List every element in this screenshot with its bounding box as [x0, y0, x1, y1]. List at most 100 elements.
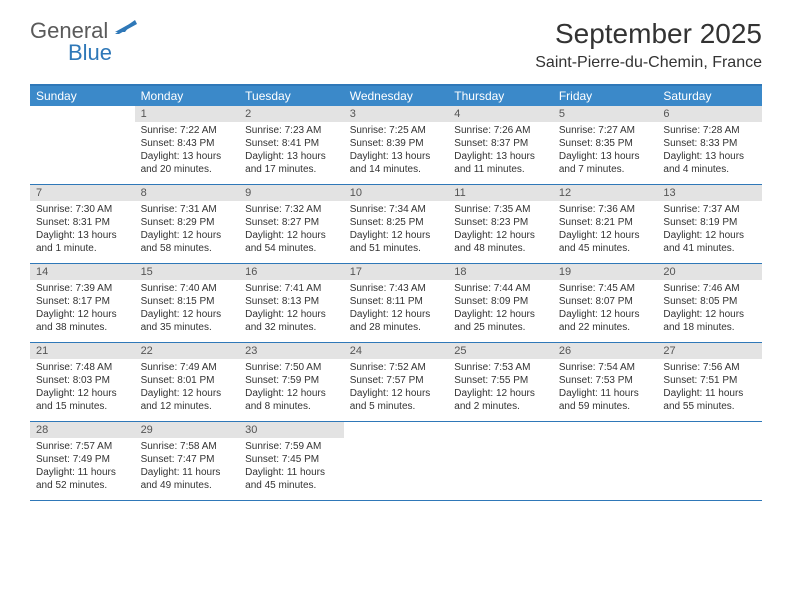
sunrise-text: Sunrise: 7:56 AM [663, 361, 756, 374]
day-cell: 17Sunrise: 7:43 AMSunset: 8:11 PMDayligh… [344, 264, 449, 342]
day-cell: 25Sunrise: 7:53 AMSunset: 7:55 PMDayligh… [448, 343, 553, 421]
sunrise-text: Sunrise: 7:43 AM [350, 282, 443, 295]
sunset-text: Sunset: 8:03 PM [36, 374, 129, 387]
day-cell [553, 422, 658, 500]
day-body: Sunrise: 7:43 AMSunset: 8:11 PMDaylight:… [344, 280, 449, 338]
sunrise-text: Sunrise: 7:39 AM [36, 282, 129, 295]
daylight-text: Daylight: 13 hours and 14 minutes. [350, 150, 443, 176]
day-cell: 5Sunrise: 7:27 AMSunset: 8:35 PMDaylight… [553, 106, 658, 184]
day-body: Sunrise: 7:28 AMSunset: 8:33 PMDaylight:… [657, 122, 762, 180]
sunrise-text: Sunrise: 7:30 AM [36, 203, 129, 216]
sunset-text: Sunset: 8:17 PM [36, 295, 129, 308]
day-cell: 10Sunrise: 7:34 AMSunset: 8:25 PMDayligh… [344, 185, 449, 263]
dow-cell: Thursday [448, 86, 553, 106]
sunrise-text: Sunrise: 7:41 AM [245, 282, 338, 295]
day-body: Sunrise: 7:45 AMSunset: 8:07 PMDaylight:… [553, 280, 658, 338]
sunset-text: Sunset: 8:19 PM [663, 216, 756, 229]
day-number: 5 [553, 106, 658, 122]
day-body: Sunrise: 7:44 AMSunset: 8:09 PMDaylight:… [448, 280, 553, 338]
day-number: 16 [239, 264, 344, 280]
sunset-text: Sunset: 7:47 PM [141, 453, 234, 466]
daylight-text: Daylight: 12 hours and 12 minutes. [141, 387, 234, 413]
day-number [553, 422, 658, 424]
sunset-text: Sunset: 8:05 PM [663, 295, 756, 308]
day-cell: 9Sunrise: 7:32 AMSunset: 8:27 PMDaylight… [239, 185, 344, 263]
day-number: 1 [135, 106, 240, 122]
day-body: Sunrise: 7:56 AMSunset: 7:51 PMDaylight:… [657, 359, 762, 417]
day-cell: 22Sunrise: 7:49 AMSunset: 8:01 PMDayligh… [135, 343, 240, 421]
daylight-text: Daylight: 13 hours and 1 minute. [36, 229, 129, 255]
daylight-text: Daylight: 13 hours and 11 minutes. [454, 150, 547, 176]
sunset-text: Sunset: 7:49 PM [36, 453, 129, 466]
day-cell: 21Sunrise: 7:48 AMSunset: 8:03 PMDayligh… [30, 343, 135, 421]
daylight-text: Daylight: 11 hours and 55 minutes. [663, 387, 756, 413]
dow-cell: Sunday [30, 86, 135, 106]
sunrise-text: Sunrise: 7:58 AM [141, 440, 234, 453]
daylight-text: Daylight: 12 hours and 22 minutes. [559, 308, 652, 334]
daylight-text: Daylight: 13 hours and 4 minutes. [663, 150, 756, 176]
daylight-text: Daylight: 13 hours and 20 minutes. [141, 150, 234, 176]
daylight-text: Daylight: 12 hours and 35 minutes. [141, 308, 234, 334]
day-number: 13 [657, 185, 762, 201]
day-cell: 30Sunrise: 7:59 AMSunset: 7:45 PMDayligh… [239, 422, 344, 500]
dow-cell: Monday [135, 86, 240, 106]
sunset-text: Sunset: 7:57 PM [350, 374, 443, 387]
day-number: 4 [448, 106, 553, 122]
day-body: Sunrise: 7:58 AMSunset: 7:47 PMDaylight:… [135, 438, 240, 496]
day-cell: 23Sunrise: 7:50 AMSunset: 7:59 PMDayligh… [239, 343, 344, 421]
day-number [657, 422, 762, 424]
day-cell: 1Sunrise: 7:22 AMSunset: 8:43 PMDaylight… [135, 106, 240, 184]
sunrise-text: Sunrise: 7:50 AM [245, 361, 338, 374]
sunset-text: Sunset: 7:51 PM [663, 374, 756, 387]
sunset-text: Sunset: 7:53 PM [559, 374, 652, 387]
day-number: 18 [448, 264, 553, 280]
day-number: 22 [135, 343, 240, 359]
day-cell: 19Sunrise: 7:45 AMSunset: 8:07 PMDayligh… [553, 264, 658, 342]
daylight-text: Daylight: 11 hours and 59 minutes. [559, 387, 652, 413]
day-body: Sunrise: 7:32 AMSunset: 8:27 PMDaylight:… [239, 201, 344, 259]
daylight-text: Daylight: 12 hours and 25 minutes. [454, 308, 547, 334]
sunrise-text: Sunrise: 7:25 AM [350, 124, 443, 137]
day-cell: 14Sunrise: 7:39 AMSunset: 8:17 PMDayligh… [30, 264, 135, 342]
day-number: 8 [135, 185, 240, 201]
sunrise-text: Sunrise: 7:36 AM [559, 203, 652, 216]
day-cell: 8Sunrise: 7:31 AMSunset: 8:29 PMDaylight… [135, 185, 240, 263]
day-body: Sunrise: 7:54 AMSunset: 7:53 PMDaylight:… [553, 359, 658, 417]
day-body: Sunrise: 7:34 AMSunset: 8:25 PMDaylight:… [344, 201, 449, 259]
sunrise-text: Sunrise: 7:53 AM [454, 361, 547, 374]
day-number: 24 [344, 343, 449, 359]
day-number: 28 [30, 422, 135, 438]
day-body: Sunrise: 7:36 AMSunset: 8:21 PMDaylight:… [553, 201, 658, 259]
day-number: 6 [657, 106, 762, 122]
sunset-text: Sunset: 8:23 PM [454, 216, 547, 229]
day-cell: 4Sunrise: 7:26 AMSunset: 8:37 PMDaylight… [448, 106, 553, 184]
sunrise-text: Sunrise: 7:31 AM [141, 203, 234, 216]
day-body: Sunrise: 7:39 AMSunset: 8:17 PMDaylight:… [30, 280, 135, 338]
day-number: 29 [135, 422, 240, 438]
day-cell [448, 422, 553, 500]
sunrise-text: Sunrise: 7:52 AM [350, 361, 443, 374]
sunrise-text: Sunrise: 7:37 AM [663, 203, 756, 216]
sunset-text: Sunset: 8:21 PM [559, 216, 652, 229]
sunrise-text: Sunrise: 7:44 AM [454, 282, 547, 295]
day-cell: 12Sunrise: 7:36 AMSunset: 8:21 PMDayligh… [553, 185, 658, 263]
daylight-text: Daylight: 12 hours and 15 minutes. [36, 387, 129, 413]
week-row: 21Sunrise: 7:48 AMSunset: 8:03 PMDayligh… [30, 343, 762, 422]
day-body: Sunrise: 7:50 AMSunset: 7:59 PMDaylight:… [239, 359, 344, 417]
daylight-text: Daylight: 12 hours and 41 minutes. [663, 229, 756, 255]
day-number: 15 [135, 264, 240, 280]
day-cell: 2Sunrise: 7:23 AMSunset: 8:41 PMDaylight… [239, 106, 344, 184]
sunset-text: Sunset: 8:27 PM [245, 216, 338, 229]
sunrise-text: Sunrise: 7:22 AM [141, 124, 234, 137]
sunset-text: Sunset: 7:55 PM [454, 374, 547, 387]
sunset-text: Sunset: 8:09 PM [454, 295, 547, 308]
daylight-text: Daylight: 12 hours and 8 minutes. [245, 387, 338, 413]
day-number [30, 106, 135, 108]
sunrise-text: Sunrise: 7:23 AM [245, 124, 338, 137]
day-number: 25 [448, 343, 553, 359]
sunrise-text: Sunrise: 7:28 AM [663, 124, 756, 137]
day-cell [657, 422, 762, 500]
day-cell: 6Sunrise: 7:28 AMSunset: 8:33 PMDaylight… [657, 106, 762, 184]
day-number: 7 [30, 185, 135, 201]
day-cell: 3Sunrise: 7:25 AMSunset: 8:39 PMDaylight… [344, 106, 449, 184]
